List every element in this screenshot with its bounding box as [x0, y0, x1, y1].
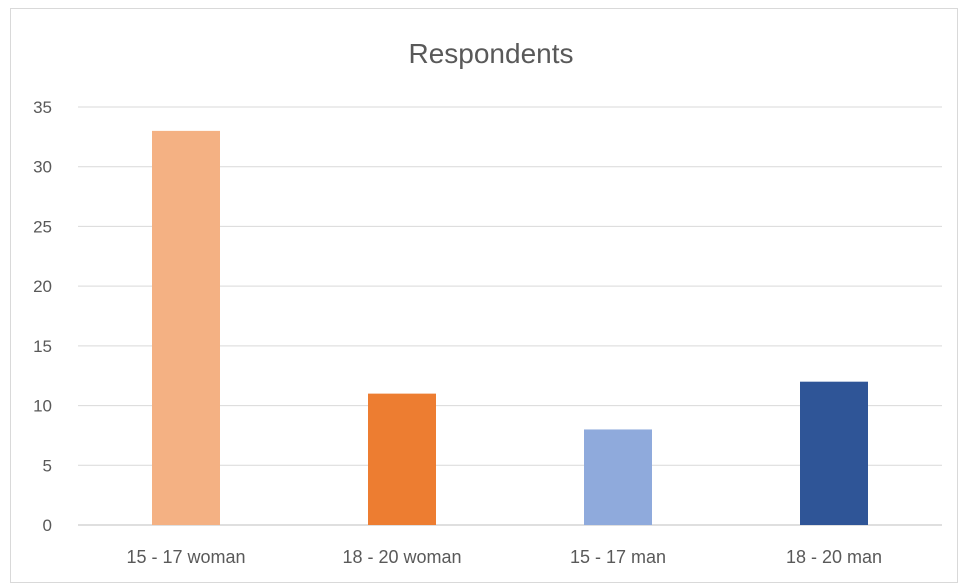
- bar: [152, 130, 220, 525]
- y-tick-label: 0: [43, 516, 52, 535]
- y-tick-label: 20: [33, 277, 52, 296]
- y-tick-label: 15: [33, 337, 52, 356]
- x-axis-labels: 15 - 17 woman 18 - 20 woman 15 - 17 man 18 …: [126, 547, 882, 567]
- bars: [152, 130, 868, 525]
- x-category-label: 15 - 17 woman: [126, 547, 245, 567]
- bar: [800, 381, 868, 525]
- y-axis-ticks: 0 5 10 15 20 25 30 35: [33, 98, 52, 535]
- bar: [584, 429, 652, 525]
- x-category-label: 15 - 17 man: [570, 547, 666, 567]
- y-tick-label: 30: [33, 158, 52, 177]
- y-tick-label: 10: [33, 397, 52, 416]
- chart-title: Respondents: [408, 38, 573, 69]
- bar: [368, 393, 436, 525]
- y-tick-label: 35: [33, 98, 52, 117]
- gridlines: [78, 106, 942, 526]
- x-category-label: 18 - 20 woman: [342, 547, 461, 567]
- x-category-label: 18 - 20 man: [786, 547, 882, 567]
- y-tick-label: 25: [33, 217, 52, 236]
- y-tick-label: 5: [43, 456, 52, 475]
